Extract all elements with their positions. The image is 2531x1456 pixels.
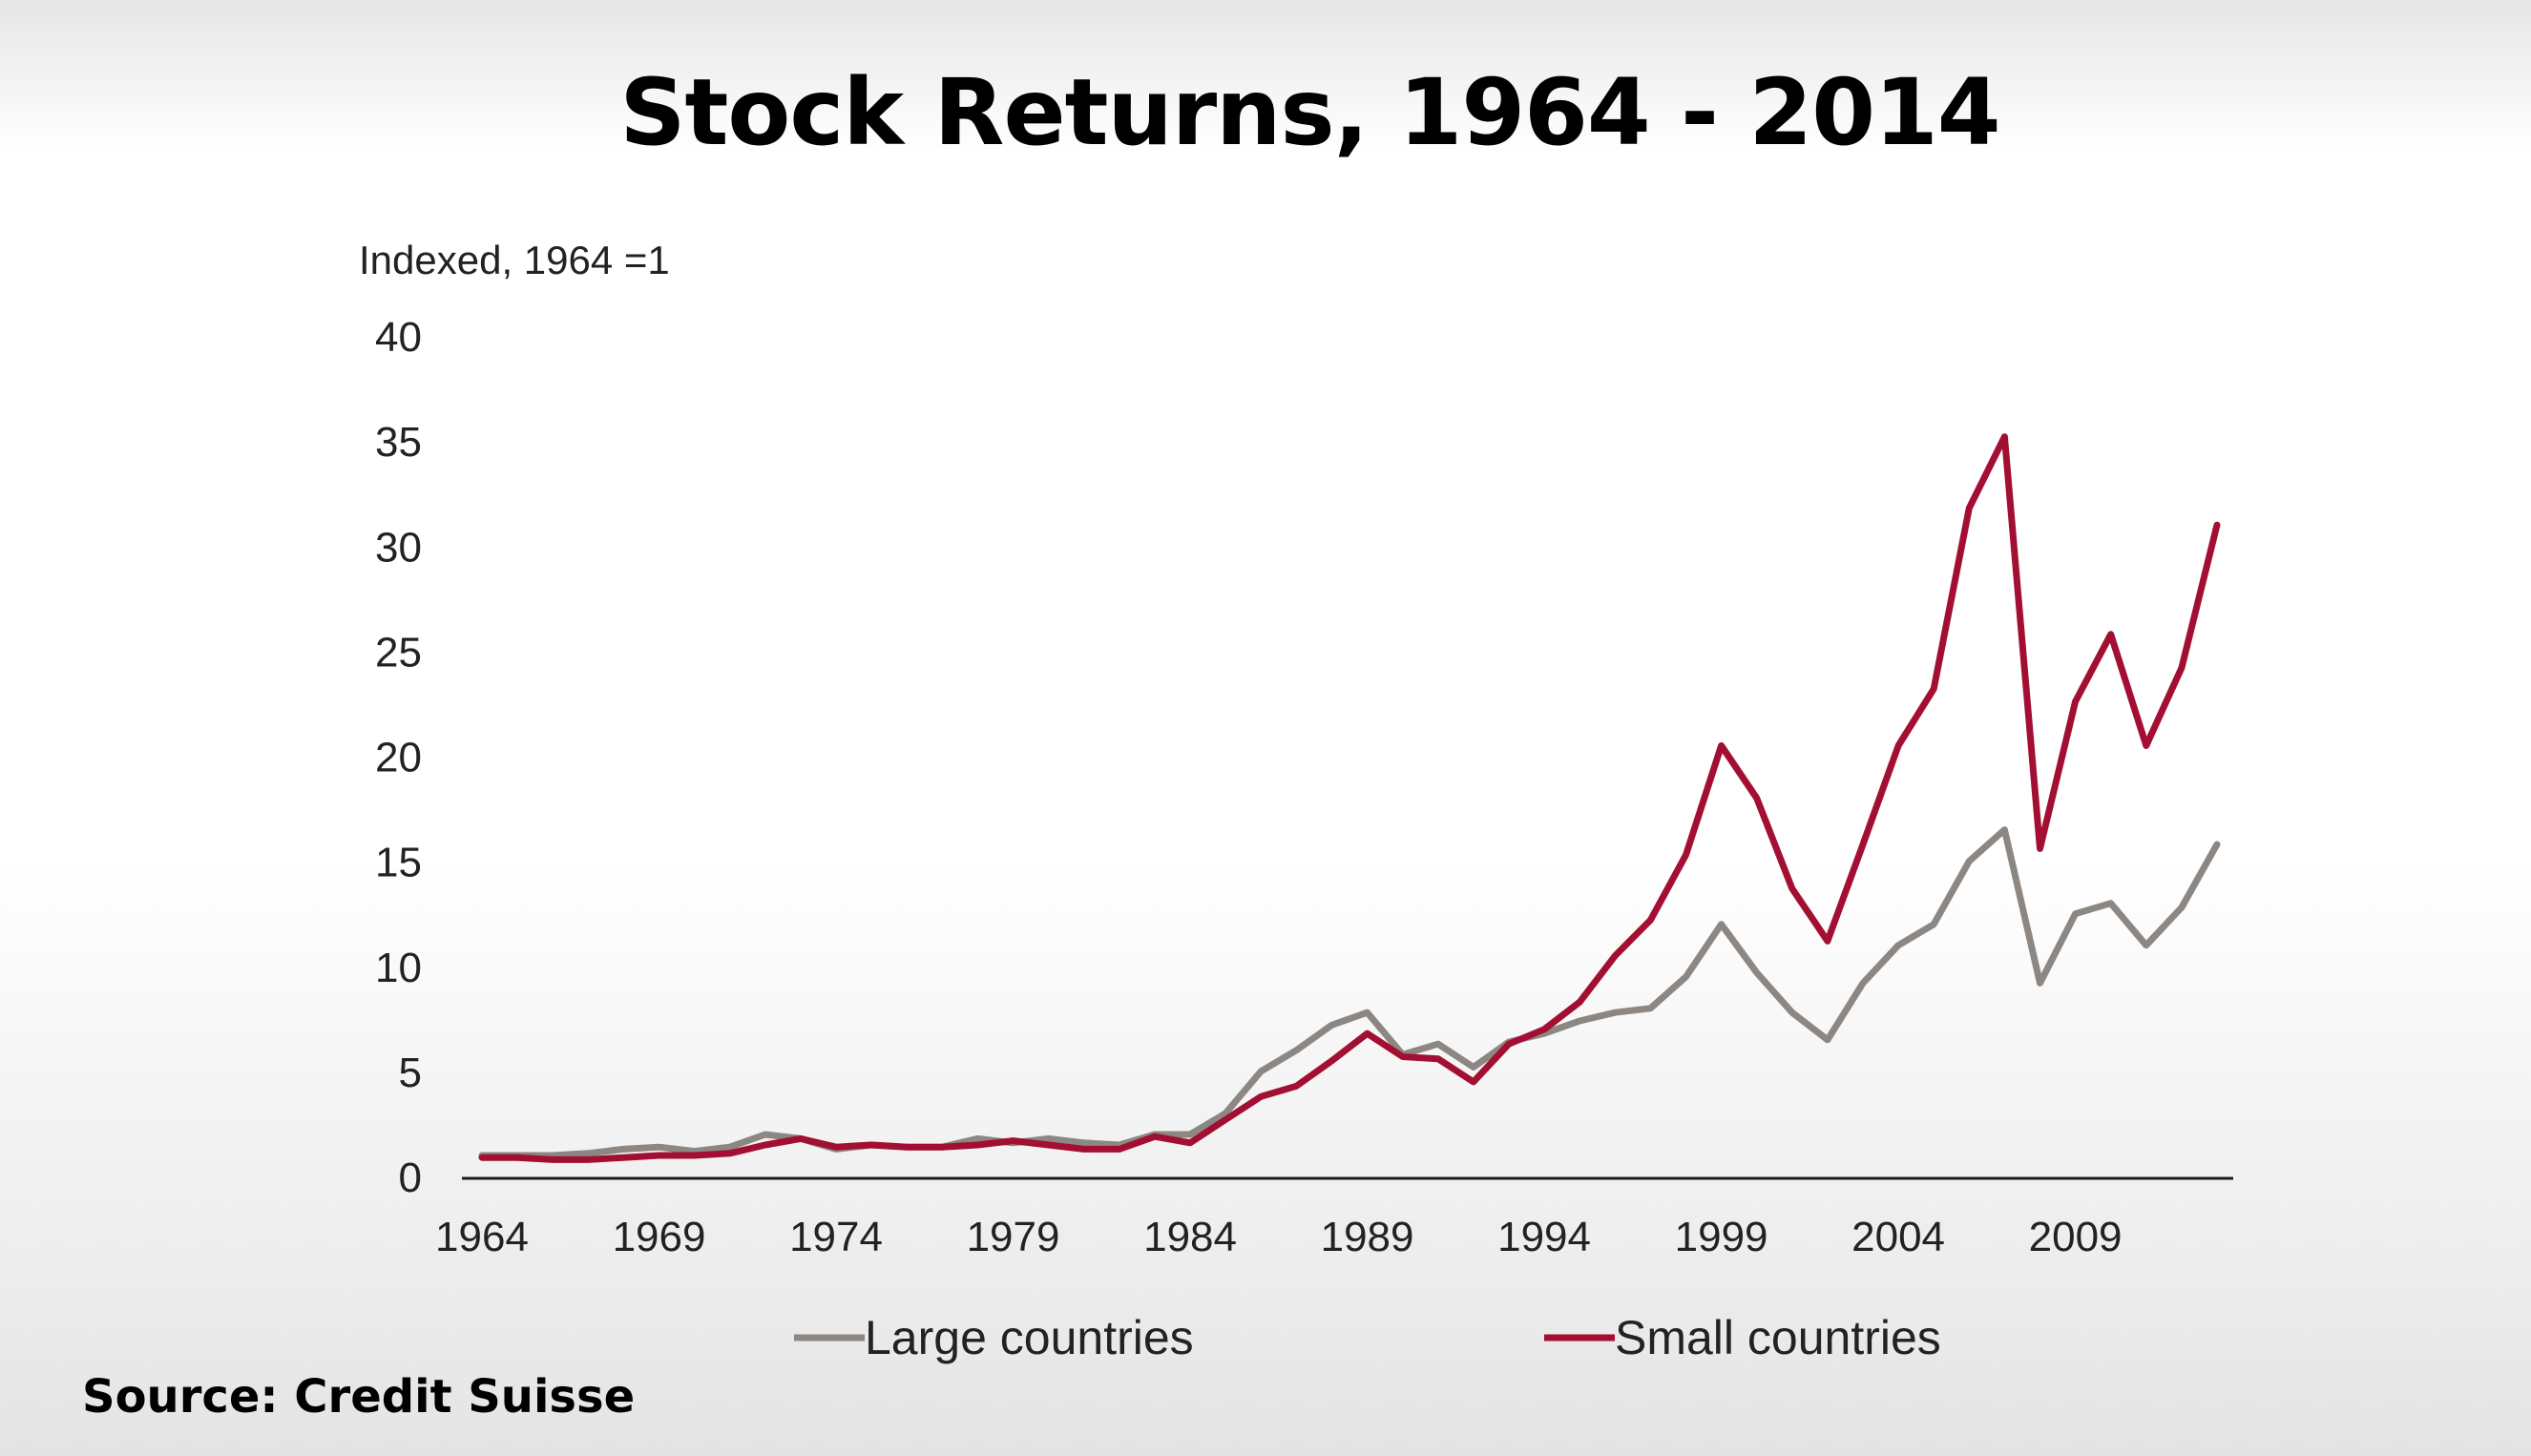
y-tick-label: 35 (375, 419, 422, 466)
x-tick-label: 1974 (789, 1214, 883, 1260)
y-tick-label: 20 (375, 735, 422, 781)
y-tick-label: 15 (375, 840, 422, 886)
y-tick-label: 30 (375, 524, 422, 571)
x-tick-label: 1984 (1143, 1214, 1237, 1260)
y-tick-label: 25 (375, 629, 422, 676)
y-tick-label: 0 (399, 1154, 422, 1201)
x-tick-label: 1979 (967, 1214, 1060, 1260)
x-tick-label: 1989 (1321, 1214, 1414, 1260)
y-tick-label: 10 (375, 945, 422, 991)
legend: Large countries Small countries (794, 1311, 1941, 1364)
y-axis-unit-label: Indexed, 1964 =1 (359, 238, 670, 282)
series-line-large-countries (478, 826, 2221, 1159)
legend-label-small-countries: Small countries (1615, 1311, 1941, 1364)
chart-title: Stock Returns, 1964 - 2014 (619, 59, 2000, 166)
series-lines (478, 433, 2221, 1163)
x-axis-ticks: 1964 1969 1974 1979 1984 1989 1994 1999 2004 2009 (435, 1214, 2122, 1260)
legend-label-large-countries: Large countries (865, 1311, 1194, 1364)
x-tick-label: 1969 (613, 1214, 706, 1260)
x-tick-label: 1994 (1497, 1214, 1591, 1260)
x-tick-label: 2004 (1851, 1214, 1945, 1260)
y-tick-label: 40 (375, 314, 422, 361)
source-note: Source: Credit Suisse (82, 1370, 636, 1424)
y-tick-label: 5 (399, 1050, 422, 1096)
x-tick-label: 1964 (435, 1214, 529, 1260)
x-tick-label: 2009 (2029, 1214, 2123, 1260)
series-line-small-countries (478, 433, 2221, 1163)
x-tick-label: 1999 (1675, 1214, 1768, 1260)
y-axis-ticks: 0 5 10 15 20 25 30 35 40 (375, 314, 422, 1201)
